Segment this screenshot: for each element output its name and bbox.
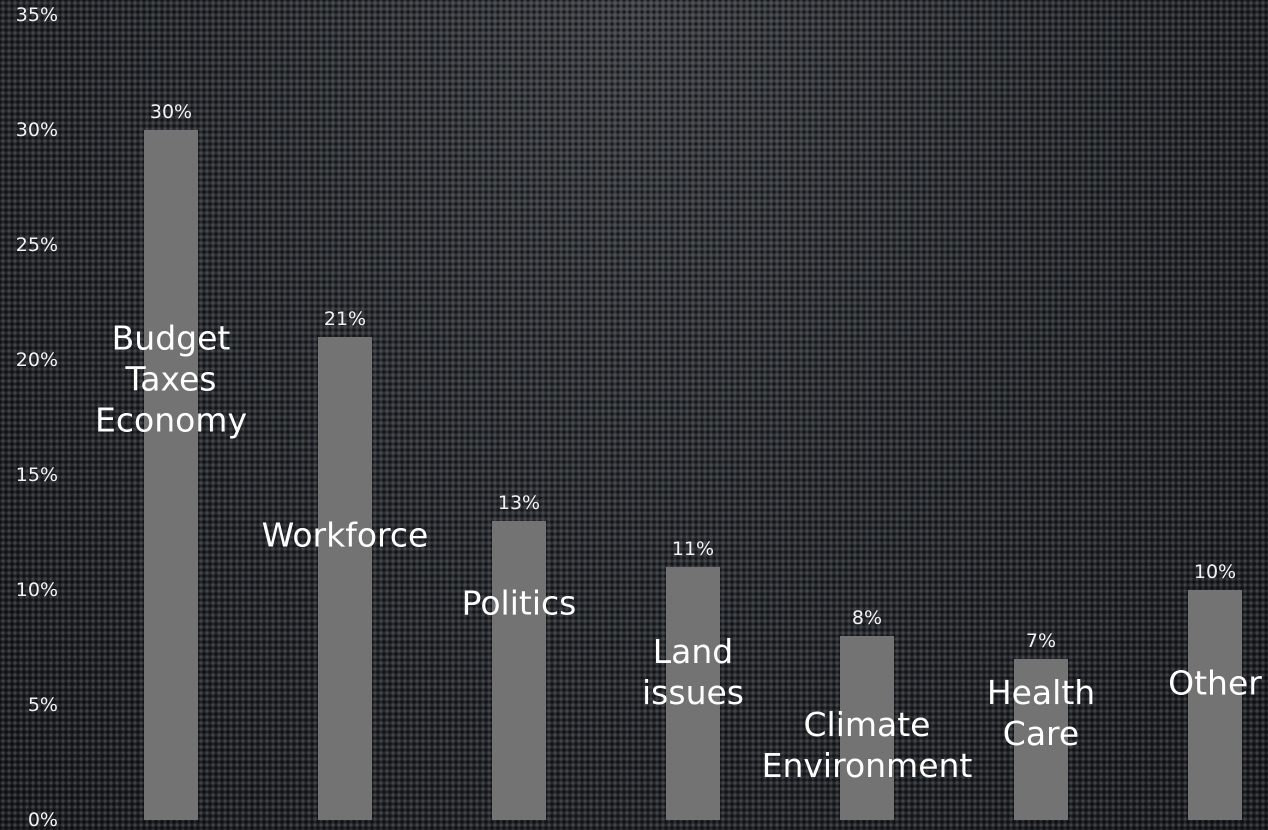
- bar-value-label: 10%: [1194, 561, 1236, 583]
- bar: [1014, 659, 1068, 820]
- y-tick-label: 10%: [16, 579, 58, 601]
- category-label: Economy: [95, 401, 247, 440]
- y-tick-label: 30%: [16, 119, 58, 141]
- bar-value-label: 21%: [324, 308, 366, 330]
- bar-value-label: 7%: [1026, 630, 1056, 652]
- bar-value-label: 13%: [498, 492, 540, 514]
- category-label: Environment: [762, 746, 973, 785]
- category-label: Land: [653, 632, 733, 671]
- y-tick-label: 20%: [16, 349, 58, 371]
- category-label: Workforce: [262, 516, 429, 555]
- category-label: Climate: [804, 705, 931, 744]
- y-tick-label: 15%: [16, 464, 58, 486]
- bar: [840, 636, 894, 820]
- bar: [144, 130, 198, 820]
- category-label: Budget: [112, 319, 231, 358]
- bar: [318, 337, 372, 820]
- category-label: issues: [642, 673, 744, 712]
- bar-value-label: 30%: [150, 101, 192, 123]
- bar: [666, 567, 720, 820]
- y-tick-label: 5%: [28, 694, 58, 716]
- bar-value-label: 11%: [672, 538, 714, 560]
- y-tick-label: 25%: [16, 234, 58, 256]
- category-label: Other: [1168, 664, 1262, 703]
- bar: [1188, 590, 1242, 820]
- value-labels: 30% 21% 13% 11% 8% 7% 10%: [150, 101, 1236, 652]
- y-tick-label: 0%: [28, 809, 58, 830]
- bar-value-label: 8%: [852, 607, 882, 629]
- category-label: Health: [987, 673, 1095, 712]
- y-tick-label: 35%: [16, 4, 58, 26]
- category-label: Taxes: [125, 360, 217, 399]
- y-axis: 0% 5% 10% 15% 20% 25% 30% 35%: [16, 4, 58, 830]
- bar: [492, 521, 546, 820]
- bars: [144, 130, 1242, 820]
- category-label: Politics: [462, 584, 577, 623]
- category-label: Care: [1003, 714, 1079, 753]
